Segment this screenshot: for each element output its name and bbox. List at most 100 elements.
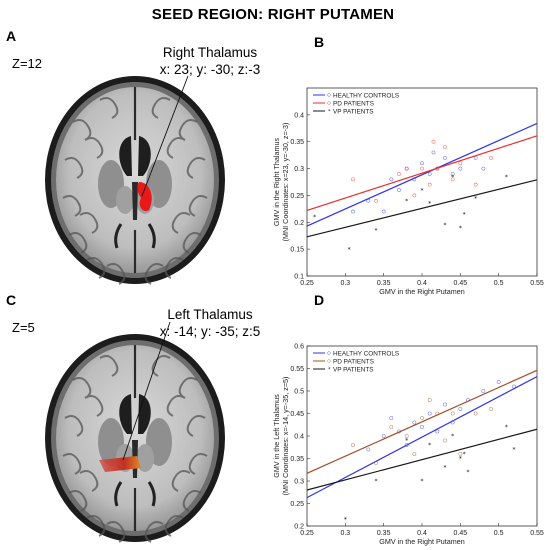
data-point-circle bbox=[443, 402, 447, 407]
x-tick-label: 0.5 bbox=[494, 530, 504, 537]
data-point-star: * bbox=[459, 225, 462, 232]
y-tick-label: 0.35 bbox=[290, 456, 304, 463]
y-axis-label-line: GMV in the Left Thalamus bbox=[272, 394, 281, 478]
data-point-circle bbox=[351, 209, 355, 214]
data-point-circle bbox=[443, 438, 447, 443]
legend-label: HEALTHY CONTROLS bbox=[333, 92, 399, 99]
x-tick-label: 0.55 bbox=[530, 530, 544, 537]
data-point-circle bbox=[412, 193, 417, 198]
data-point-circle bbox=[473, 182, 478, 187]
data-point-star: * bbox=[451, 433, 454, 440]
data-point-circle bbox=[443, 155, 447, 160]
y-tick-label: 0.4 bbox=[294, 434, 304, 441]
data-point-circle bbox=[420, 416, 424, 420]
panel-letter-b: B bbox=[314, 34, 325, 50]
legend-marker: * bbox=[328, 109, 331, 115]
highlighted-region-a bbox=[137, 182, 152, 212]
data-point-star: * bbox=[313, 214, 316, 221]
data-point-star: * bbox=[405, 438, 408, 445]
y-tick-label: 0.35 bbox=[290, 139, 304, 146]
fit-line-healthy-controls bbox=[306, 376, 538, 499]
x-tick-label: 0.35 bbox=[377, 530, 391, 537]
legend-label: PD PATIENTS bbox=[333, 358, 374, 365]
x-tick-label: 0.3 bbox=[340, 530, 350, 537]
data-point-circle bbox=[420, 425, 424, 429]
x-tick-label: 0.55 bbox=[530, 280, 544, 287]
data-point-circle bbox=[412, 452, 417, 456]
data-point-circle bbox=[431, 150, 436, 155]
brain-tissue bbox=[56, 345, 214, 531]
left-occipital-horn bbox=[114, 223, 123, 249]
right-ventricle bbox=[138, 136, 151, 176]
data-point-star: * bbox=[505, 174, 508, 181]
data-point-circle bbox=[473, 411, 478, 416]
region-coords-a: x: 23; y: -30; z:-3 bbox=[159, 62, 261, 77]
data-point-star: * bbox=[375, 478, 378, 485]
figure-title: SEED REGION: RIGHT PUTAMEN bbox=[151, 6, 395, 23]
fit-line-vp-patients bbox=[306, 179, 538, 238]
data-point-circle bbox=[374, 198, 378, 203]
y-tick-label: 0.2 bbox=[294, 220, 304, 227]
fit-line-pd-patients bbox=[306, 135, 538, 212]
data-point-circle bbox=[397, 188, 401, 192]
data-point-circle bbox=[412, 420, 417, 425]
right-occipital-horn bbox=[147, 481, 156, 507]
left-ventricle bbox=[119, 136, 132, 176]
data-point-star: * bbox=[444, 465, 447, 472]
panel-letter-d: D bbox=[314, 292, 325, 308]
data-point-circle bbox=[450, 411, 455, 416]
data-point-circle bbox=[431, 139, 436, 144]
annotation-pointer-a bbox=[141, 75, 189, 197]
fit-line-healthy-controls bbox=[306, 122, 538, 227]
data-point-circle bbox=[381, 434, 386, 438]
y-tick-label: 0.6 bbox=[294, 344, 304, 351]
data-point-circle bbox=[481, 389, 486, 393]
data-point-star: * bbox=[459, 456, 462, 463]
data-point-circle bbox=[351, 177, 355, 182]
x-axis-label: GMV in the Right Putamen bbox=[379, 537, 465, 546]
series-vp-patients: ************ bbox=[344, 424, 516, 523]
data-point-circle bbox=[427, 411, 432, 416]
data-point-star: * bbox=[421, 187, 424, 194]
legend-marker bbox=[327, 359, 331, 363]
slice-z-label-c: Z=5 bbox=[12, 320, 35, 335]
third-ventricle bbox=[132, 182, 138, 220]
data-point-star: * bbox=[463, 451, 466, 458]
data-point-star: * bbox=[428, 201, 431, 208]
legend-marker: * bbox=[328, 367, 331, 373]
legend-label: VP PATIENTS bbox=[333, 108, 373, 115]
y-axis-label-line: GMV in the Right Thalamus bbox=[272, 138, 281, 227]
x-tick-label: 0.4 bbox=[417, 530, 427, 537]
y-tick-label: 0.25 bbox=[290, 501, 304, 508]
slice-z-label-a: Z=12 bbox=[12, 56, 42, 71]
data-point-circle bbox=[389, 177, 394, 182]
data-point-circle bbox=[450, 172, 455, 176]
data-point-circle bbox=[443, 145, 447, 149]
x-tick-label: 0.45 bbox=[454, 280, 468, 287]
legend-label: VP PATIENTS bbox=[333, 366, 373, 373]
data-point-circle bbox=[458, 166, 463, 171]
data-point-star: * bbox=[405, 198, 408, 205]
data-point-circle bbox=[458, 161, 463, 166]
series-pd-patients bbox=[351, 398, 493, 465]
data-point-circle bbox=[397, 172, 401, 176]
x-tick-label: 0.25 bbox=[300, 530, 314, 537]
panel-letter-c: C bbox=[6, 292, 17, 308]
gyri-pattern bbox=[62, 355, 208, 543]
region-name-a: Right Thalamus bbox=[162, 45, 258, 60]
legend-label: PD PATIENTS bbox=[333, 100, 374, 107]
y-tick-label: 0.3 bbox=[294, 166, 304, 173]
fit-line-pd-patients bbox=[306, 369, 538, 474]
data-point-star: * bbox=[474, 195, 477, 202]
series-vp-patients: ************ bbox=[313, 174, 508, 254]
y-axis-label-line: (MNI Coordinates: x=23, y=-30, z=-3) bbox=[281, 123, 290, 242]
y-axis-label-line: (MNI Coordinates: x=-14, y=-35, z=5) bbox=[281, 377, 290, 496]
region-name-c: Left Thalamus bbox=[167, 307, 253, 322]
scatter-chart-d: 0.25 0.3 0.35 0.4 0.45 0.5 0.550.20.250.30.350… bbox=[272, 344, 544, 547]
data-point-circle bbox=[489, 407, 493, 411]
data-point-circle bbox=[374, 461, 378, 465]
y-tick-label: 0.1 bbox=[294, 274, 304, 281]
data-point-circle bbox=[427, 398, 432, 402]
data-point-circle bbox=[458, 407, 463, 411]
x-tick-label: 0.25 bbox=[300, 280, 314, 287]
